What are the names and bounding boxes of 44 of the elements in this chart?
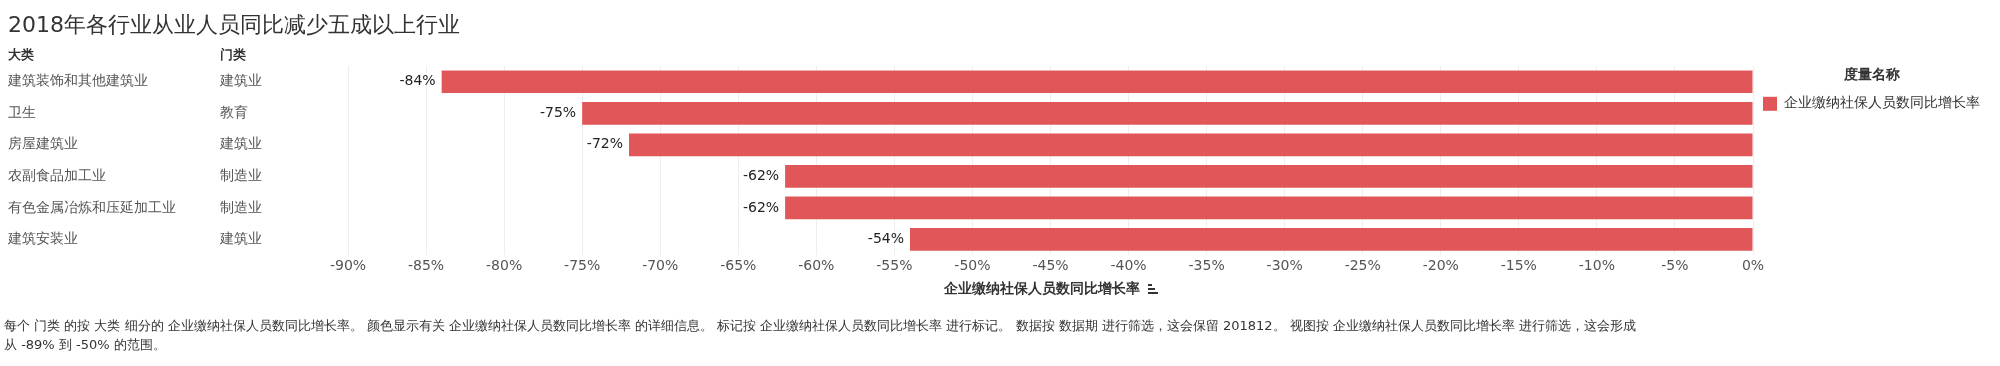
- y2-tick-label: 制造业: [220, 167, 262, 184]
- x-tick-label: -30%: [1266, 257, 1303, 274]
- x-tick-label: -10%: [1578, 257, 1615, 274]
- x-tick-label: -55%: [876, 257, 913, 274]
- y2-tick-label: 制造业: [220, 198, 262, 215]
- x-tick-label: -25%: [1344, 257, 1381, 274]
- data-label: -62%: [742, 198, 780, 215]
- x-tick-label: -60%: [798, 257, 835, 274]
- x-tick-label: -5%: [1661, 257, 1689, 274]
- y-tick-label: 农副食品加工业: [8, 167, 106, 184]
- chart-title: 2018年各行业从业人员同比减少五成以上行业: [8, 11, 460, 39]
- y2-tick-label: 建筑业: [219, 72, 262, 89]
- y2-tick-label: 建筑业: [219, 230, 262, 247]
- y2-tick-label: 教育: [220, 103, 248, 120]
- data-label: -72%: [586, 135, 623, 152]
- x-tick-label: -15%: [1500, 257, 1537, 274]
- y-tick-label: 有色金属冶炼和压延加工业: [8, 198, 176, 215]
- x-tick-label: -40%: [1110, 257, 1147, 274]
- x-tick-label: -45%: [1032, 257, 1069, 274]
- legend-label: 企业缴纳社保人员数同比增长率: [1784, 94, 1980, 111]
- x-tick-label: -35%: [1188, 257, 1225, 274]
- x-tick-label: -65%: [720, 257, 757, 274]
- x-tick-label: 0%: [1741, 257, 1765, 274]
- y-tick-label: 房屋建筑业: [8, 135, 78, 152]
- x-tick-label: -85%: [407, 257, 445, 274]
- text: 每个 门类 的按 大类 细分的 企业缴纳社保人员数同比增长率。 颜色显示有关 企业缴纳社保人员数同比增长率 的详细信息。 标记按 企业缴纳社保人员数同比增长率 进行标记。 数据按 数据期 进行筛选，这会保留 201812。 视图按 企业缴纳社保人员数同比增长率 进行筛选，这会形成从 -89% 到 -50% 的范围。: [4, 317, 1637, 354]
- x-tick-label: -80%: [486, 257, 523, 274]
- x-axis-title: 企业缴纳社保人员数同比增长率: [943, 280, 1140, 296]
- data-label: -62%: [742, 167, 780, 184]
- x-tick-label: -75%: [564, 257, 601, 274]
- y-tick-label: 建筑安装业: [7, 230, 78, 247]
- x-tick-label: -90%: [329, 257, 367, 274]
- data-label: -84%: [399, 72, 436, 89]
- x-tick-label: -20%: [1422, 257, 1459, 274]
- y-tick-label: 卫生: [8, 103, 36, 120]
- x-tick-label: -70%: [642, 257, 679, 274]
- legend-title: 度量名称: [1842, 65, 1900, 82]
- y-tick-label: 建筑装饰和其他建筑业: [7, 72, 148, 89]
- y-axis-title: 大类: [8, 47, 34, 63]
- y2-axis-title: 门类: [220, 47, 246, 63]
- y2-tick-label: 建筑业: [219, 135, 262, 152]
- x-tick-label: -50%: [954, 257, 991, 274]
- data-label: -75%: [539, 103, 577, 120]
- data-label: -54%: [867, 230, 904, 247]
